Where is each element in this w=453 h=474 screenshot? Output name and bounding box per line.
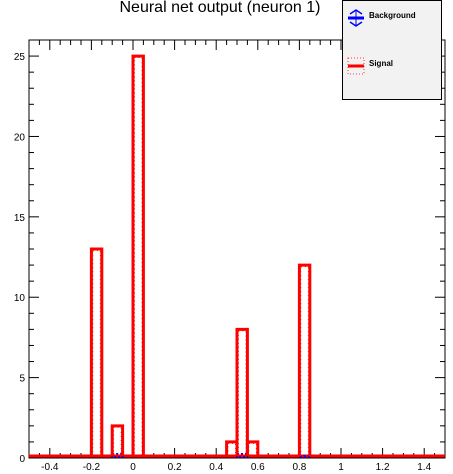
background-bar: [298, 454, 311, 458]
y-tick-label: 25: [14, 52, 26, 63]
y-tick-label: 20: [14, 132, 26, 143]
signal-bar: [235, 327, 249, 456]
plot-area: -0.4 -0.2 0 0.2 0.4 0.6 0.8 1 1.2 1.4 0 5 10 15 20 25: [14, 39, 446, 473]
signal-bar: [245, 440, 260, 456]
x-tick-label: -0.4: [41, 462, 59, 473]
x-tick-label: 0.4: [209, 462, 223, 473]
legend-entry-signal: Signal: [347, 55, 441, 77]
y-tick-label: 0: [19, 454, 25, 465]
legend-entry-background: Background: [347, 7, 441, 29]
signal-bar: [89, 247, 104, 456]
legend-label-background: Background: [369, 11, 416, 20]
x-tick-label: 1: [338, 462, 344, 473]
x-tick-label: 0.2: [168, 462, 182, 473]
y-tick-label: 5: [19, 374, 25, 385]
x-tick-label: -0.2: [83, 462, 101, 473]
legend-swatch-signal: [347, 57, 365, 75]
signal-bar-fill: [248, 443, 257, 457]
signal-bar: [297, 263, 312, 456]
legend-swatch-background: [348, 9, 364, 27]
signal-bar-fill: [300, 266, 309, 457]
x-tick-label: 0.6: [251, 462, 265, 473]
x-tick-label: 0: [130, 462, 136, 473]
legend-label-signal: Signal: [369, 59, 394, 68]
signal-bar-fill: [92, 250, 101, 457]
x-tick-label: 1.4: [417, 462, 431, 473]
x-tick-label: 0.8: [292, 462, 306, 473]
x-tick-label: 1.2: [376, 462, 390, 473]
y-tick-label: 15: [14, 213, 26, 224]
signal-bar-fill: [238, 330, 247, 457]
signal-bar-fill: [134, 57, 143, 457]
signal-bar-fill: [113, 426, 122, 457]
signal-bar-fill: [227, 443, 236, 457]
legend: Background Signal: [342, 0, 442, 100]
y-tick-label: 10: [14, 293, 26, 304]
signal-bar: [110, 424, 125, 456]
chart-title: Neural net output (neuron 1): [119, 0, 321, 16]
signal-bar: [131, 54, 145, 456]
